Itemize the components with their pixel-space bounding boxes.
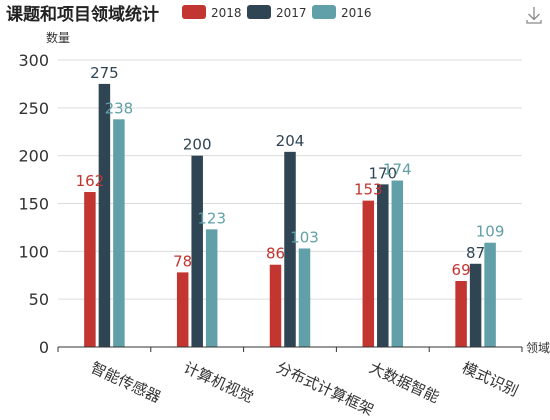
bar-value-label: 103 — [290, 228, 319, 246]
bar-2016-4[interactable] — [484, 242, 496, 347]
bar-value-label: 78 — [173, 252, 192, 270]
legend-label[interactable]: 2016 — [341, 6, 372, 20]
bar-value-label: 153 — [354, 181, 383, 199]
bar-2017-2[interactable] — [284, 151, 296, 347]
x-tick-label: 计算机视觉 — [181, 358, 257, 406]
bar-2016-0[interactable] — [113, 119, 125, 348]
y-tick-label: 100 — [18, 242, 49, 261]
bar-value-label: 170 — [368, 164, 397, 182]
bar-value-label: 275 — [90, 64, 119, 82]
legend-swatch-2016[interactable] — [312, 5, 336, 19]
legend-label[interactable]: 2017 — [276, 6, 307, 20]
bar-2016-1[interactable] — [205, 229, 218, 347]
bar-2018-0[interactable] — [84, 192, 96, 347]
y-tick-label: 200 — [18, 147, 49, 166]
bar-value-label: 200 — [183, 136, 212, 154]
y-tick-label: 250 — [18, 99, 49, 118]
bar-2017-4[interactable] — [469, 263, 482, 347]
bar-value-label: 162 — [76, 172, 105, 190]
bars — [84, 83, 496, 348]
bar-2017-3[interactable] — [377, 184, 389, 347]
bar-2017-1[interactable] — [191, 155, 203, 347]
bar-value-label: 174 — [383, 161, 412, 179]
bar-value-label: 86 — [266, 245, 285, 263]
legend-label[interactable]: 2018 — [211, 6, 242, 20]
bar-value-label: 87 — [466, 244, 485, 262]
bar-2016-3[interactable] — [391, 180, 404, 347]
y-tick-label: 50 — [29, 290, 49, 309]
chart-title: 课题和项目领域统计 — [6, 4, 159, 25]
x-tick-label: 大数据智能 — [366, 358, 442, 406]
y-tick-label: 0 — [39, 338, 49, 357]
y-axis-ticks: 0 50 100 150 200 250 300 — [18, 51, 49, 357]
x-tick-label: 模式识别 — [459, 358, 521, 400]
bar-2018-3[interactable] — [362, 200, 375, 347]
y-tick-label: 150 — [18, 195, 49, 214]
chart-legend[interactable]: 2018 2017 2016 — [182, 5, 372, 20]
bar-2018-2[interactable] — [269, 264, 282, 347]
x-tick-label: 分布式计算框架 — [274, 358, 377, 419]
bar-2018-4[interactable] — [455, 280, 467, 347]
legend-swatch-2017[interactable] — [247, 5, 271, 19]
bar-2018-1[interactable] — [176, 272, 189, 347]
y-axis-title: 数量 — [46, 30, 70, 45]
download-icon[interactable] — [520, 2, 548, 30]
x-axis-title: 领域 — [526, 341, 550, 355]
bar-2016-2[interactable] — [298, 248, 311, 347]
bar-value-label: 238 — [105, 99, 134, 117]
bar-value-label: 69 — [452, 261, 471, 279]
x-tick-label: 智能传感器 — [88, 358, 164, 406]
bar-value-label: 109 — [476, 223, 505, 241]
bar-value-label: 204 — [276, 132, 305, 150]
legend-swatch-2018[interactable] — [182, 5, 206, 19]
y-tick-label: 300 — [18, 51, 49, 70]
bar-value-label: 123 — [197, 209, 226, 227]
bar-2017-0[interactable] — [98, 83, 111, 348]
